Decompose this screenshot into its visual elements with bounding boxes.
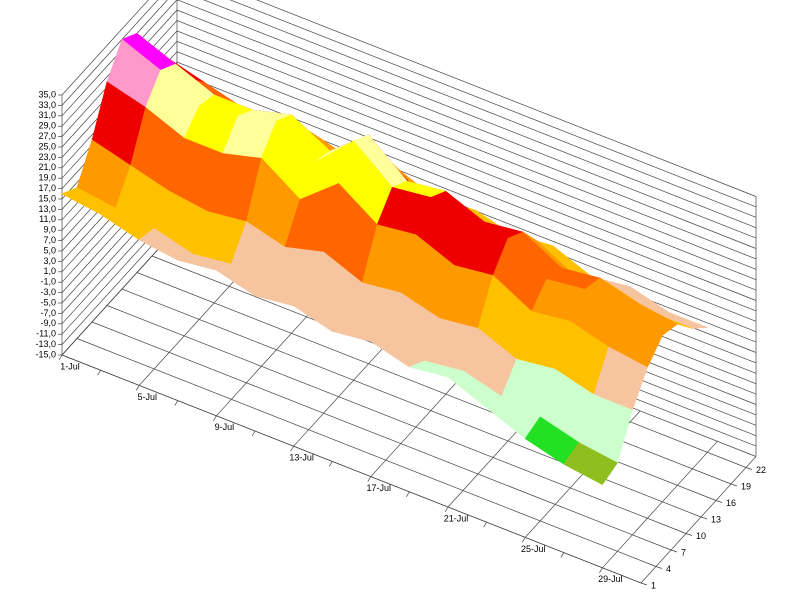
depth-tick bbox=[745, 467, 753, 470]
z-tick-label: 9,0 bbox=[43, 225, 56, 235]
z-tick-label: 25,0 bbox=[38, 141, 56, 151]
depth-tick-label: 4 bbox=[666, 564, 671, 574]
depth-tick bbox=[655, 566, 663, 569]
grid-line bbox=[136, 272, 717, 501]
x-tick-label: 1-Jul bbox=[60, 361, 80, 371]
x-tick bbox=[328, 461, 333, 467]
z-tick-label: -11,0 bbox=[36, 329, 56, 339]
z-tick-label: -1,0 bbox=[40, 277, 56, 287]
x-tick bbox=[406, 491, 410, 497]
grid-line bbox=[602, 441, 718, 569]
z-tick-label: 23,0 bbox=[38, 152, 56, 162]
z-tick-label: 27,0 bbox=[38, 131, 56, 141]
axis-line bbox=[640, 456, 757, 584]
depth-tick-label: 19 bbox=[741, 481, 751, 491]
x-tick bbox=[444, 506, 449, 513]
depth-tick-label: 7 bbox=[681, 547, 686, 557]
grid-line bbox=[61, 354, 642, 584]
grid-line bbox=[61, 0, 757, 218]
z-tick-label: 21,0 bbox=[38, 162, 56, 172]
depth-tick bbox=[700, 516, 708, 520]
depth-tick bbox=[715, 500, 723, 503]
depth-tick-label: 13 bbox=[711, 514, 721, 524]
z-tick-label: -5,0 bbox=[40, 297, 56, 307]
grid-line bbox=[61, 0, 757, 208]
z-tick-label: 1,0 bbox=[43, 266, 56, 276]
z-tick-label: -3,0 bbox=[40, 287, 56, 297]
x-tick-label: 5-Jul bbox=[137, 392, 157, 402]
z-tick-label: 15,0 bbox=[38, 193, 56, 203]
z-tick-label: 3,0 bbox=[43, 256, 56, 266]
x-tick bbox=[521, 537, 526, 543]
depth-tick bbox=[730, 483, 738, 487]
depth-tick-label: 10 bbox=[696, 531, 706, 541]
x-tick-label: 25-Jul bbox=[521, 544, 546, 554]
z-tick-label: 11,0 bbox=[39, 214, 56, 224]
x-tick bbox=[213, 415, 217, 421]
x-tick bbox=[290, 446, 294, 452]
surface-patch bbox=[563, 442, 618, 485]
grid-line bbox=[106, 305, 687, 534]
x-tick-label: 21-Jul bbox=[444, 513, 469, 523]
z-tick-label: 19,0 bbox=[38, 173, 56, 183]
depth-tick-label: 16 bbox=[726, 498, 736, 508]
z-tick-label: 31,0 bbox=[38, 110, 56, 120]
grid-line bbox=[61, 0, 757, 197]
z-tick-label: 7,0 bbox=[43, 235, 56, 245]
depth-tick bbox=[670, 549, 678, 553]
x-tick bbox=[58, 354, 63, 361]
x-tick-label: 13-Jul bbox=[289, 453, 314, 463]
depth-tick-label: 1 bbox=[651, 580, 656, 590]
z-tick-label: -9,0 bbox=[40, 318, 56, 328]
x-tick bbox=[97, 370, 101, 376]
grid-line bbox=[76, 338, 657, 567]
depth-tick-label: 22 bbox=[756, 465, 766, 475]
x-tick bbox=[560, 552, 565, 558]
z-tick-label: 13,0 bbox=[38, 204, 56, 214]
x-tick-label: 29-Jul bbox=[598, 574, 623, 584]
x-tick bbox=[135, 385, 140, 391]
z-tick-label: 5,0 bbox=[43, 245, 56, 255]
x-tick bbox=[251, 430, 256, 437]
x-tick bbox=[367, 476, 372, 482]
z-tick-label: 17,0 bbox=[38, 183, 56, 193]
z-tick-label: 29,0 bbox=[38, 121, 56, 131]
depth-tick bbox=[685, 533, 693, 536]
x-tick bbox=[174, 400, 179, 406]
depth-tick bbox=[640, 582, 648, 586]
x-tick-label: 9-Jul bbox=[215, 422, 235, 432]
z-tick-label: -7,0 bbox=[40, 308, 56, 318]
z-tick-label: -13,0 bbox=[35, 339, 56, 349]
x-tick bbox=[483, 522, 487, 528]
grid-line bbox=[91, 321, 672, 551]
grid-line bbox=[61, 0, 757, 229]
x-tick-label: 17-Jul bbox=[367, 483, 392, 493]
z-tick-label: 35,0 bbox=[38, 89, 56, 99]
z-tick-label: -15,0 bbox=[35, 349, 56, 359]
z-tick-label: 33,0 bbox=[38, 100, 56, 110]
x-tick bbox=[599, 567, 603, 573]
